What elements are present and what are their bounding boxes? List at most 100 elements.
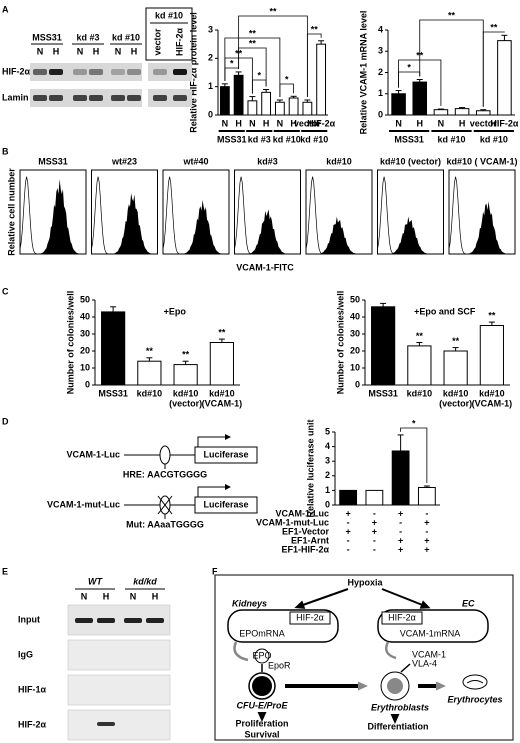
blot-band	[127, 95, 141, 101]
bar	[339, 489, 358, 506]
promoter-arrow	[197, 436, 225, 447]
gel-lane: N	[130, 591, 137, 601]
significance: **	[146, 346, 154, 356]
x-tick-label: H	[263, 118, 270, 128]
bar	[219, 86, 230, 116]
x-tick-sublabel: (vector)	[169, 398, 202, 408]
maturation-arrow-head	[358, 681, 368, 691]
condition-label: EF1-Arnt	[291, 535, 329, 545]
factor-box	[289, 611, 331, 625]
bar	[233, 74, 244, 116]
erythrocyte-label: Erythrocytes	[447, 694, 502, 704]
bar	[261, 91, 272, 116]
condition-sign: +	[424, 544, 429, 554]
x-tick-label: H	[235, 118, 242, 128]
site-sequence: Mut: AAaaTGGGG	[126, 519, 204, 529]
bar	[302, 101, 313, 116]
bar	[288, 97, 299, 116]
x-tick-label: N	[222, 118, 229, 128]
significance: *	[407, 62, 411, 72]
x-tick-label: MSS31	[98, 388, 128, 398]
y-tick-label: 40	[350, 311, 360, 321]
flow-title: wt#23	[111, 156, 137, 166]
panel-label: B	[2, 146, 9, 156]
blot-lane: HIF-2α	[174, 28, 184, 57]
flow-histogram-open	[448, 176, 515, 255]
significance: **	[416, 331, 424, 341]
flow-histogram-open	[162, 176, 229, 255]
flow-title: kd#10 ( VCAM-1)	[446, 156, 517, 166]
blot-band	[33, 69, 47, 75]
factor-label: HIF-2α	[296, 612, 324, 622]
panel-label: E	[2, 566, 8, 576]
significance: **	[218, 327, 226, 337]
significance: **	[311, 24, 319, 34]
flow-histogram-filled	[163, 199, 229, 254]
flow-histogram-filled	[306, 216, 372, 254]
flow-histogram-open	[19, 176, 86, 255]
condition-sign: -	[399, 517, 402, 527]
gel-band	[75, 618, 93, 623]
blot-strip	[30, 63, 142, 81]
bar	[209, 342, 234, 386]
bar	[316, 43, 327, 116]
bar	[391, 450, 410, 506]
bar	[137, 360, 162, 386]
bar	[391, 93, 406, 116]
y-tick-label: 30	[350, 328, 360, 338]
x-tick-label: vector	[294, 118, 322, 128]
mut-cross	[157, 495, 173, 515]
outcome-label: Survival	[244, 729, 279, 739]
gel-group: kd/kd	[133, 576, 157, 586]
maturation-arrow-head	[436, 681, 446, 691]
significance: **	[269, 6, 277, 16]
gel-band	[97, 618, 115, 623]
x-tick-label: N	[395, 118, 402, 128]
factor-box	[381, 611, 423, 625]
bar	[173, 364, 198, 386]
factor-label: HIF-2α	[388, 612, 416, 622]
bar	[479, 325, 504, 386]
hypoxia-arrow-head	[294, 600, 306, 609]
x-tick-label: H	[459, 118, 466, 128]
flow-histogram-open	[377, 176, 444, 255]
x-tick-label: kd#10	[407, 388, 433, 398]
blot-band	[153, 69, 167, 75]
significance: *	[412, 418, 416, 428]
flow-title: wt#40	[182, 156, 208, 166]
condition-sign: -	[347, 544, 350, 554]
bar	[454, 108, 470, 116]
bar	[433, 109, 449, 116]
condition-sign: +	[424, 535, 429, 545]
y-tick-label: 3	[378, 46, 383, 56]
x-tick-label: kd#10	[479, 388, 505, 398]
bar	[407, 345, 432, 386]
y-tick-label: 0	[355, 379, 360, 389]
x-tick-sublabel: (VCAM-1)	[202, 398, 243, 408]
condition-sign: -	[347, 535, 350, 545]
y-axis-label: Relative HIF-2α protein level	[188, 12, 198, 133]
y-tick-label: 50	[350, 294, 360, 304]
condition-label: VCAM-1-mut-Luc	[256, 517, 329, 527]
secretion-arrow	[385, 641, 397, 660]
y-tick-label: 0	[85, 379, 90, 389]
group-label: MSS31	[394, 134, 424, 144]
condition-sign: +	[372, 526, 377, 536]
y-tick-label: 3	[208, 24, 213, 34]
y-tick-label: 0	[378, 109, 383, 119]
y-tick-label: 20	[80, 345, 90, 355]
group-label: kd #3	[248, 134, 271, 144]
hypoxia-arrow	[381, 588, 426, 607]
significance: *	[257, 70, 261, 80]
panel-label: A	[2, 4, 9, 14]
blot-band	[153, 95, 167, 101]
x-tick-label: N	[277, 118, 284, 128]
condition-sign: +	[345, 526, 350, 536]
y-tick-label: 1	[378, 88, 383, 98]
condition-sign: +	[398, 544, 403, 554]
group-label: kd #10	[480, 134, 508, 144]
condition-sign: -	[373, 544, 376, 554]
x-tick-label: HIF-2α	[490, 118, 519, 128]
gel-band	[146, 618, 164, 623]
y-tick-label: 50	[80, 294, 90, 304]
